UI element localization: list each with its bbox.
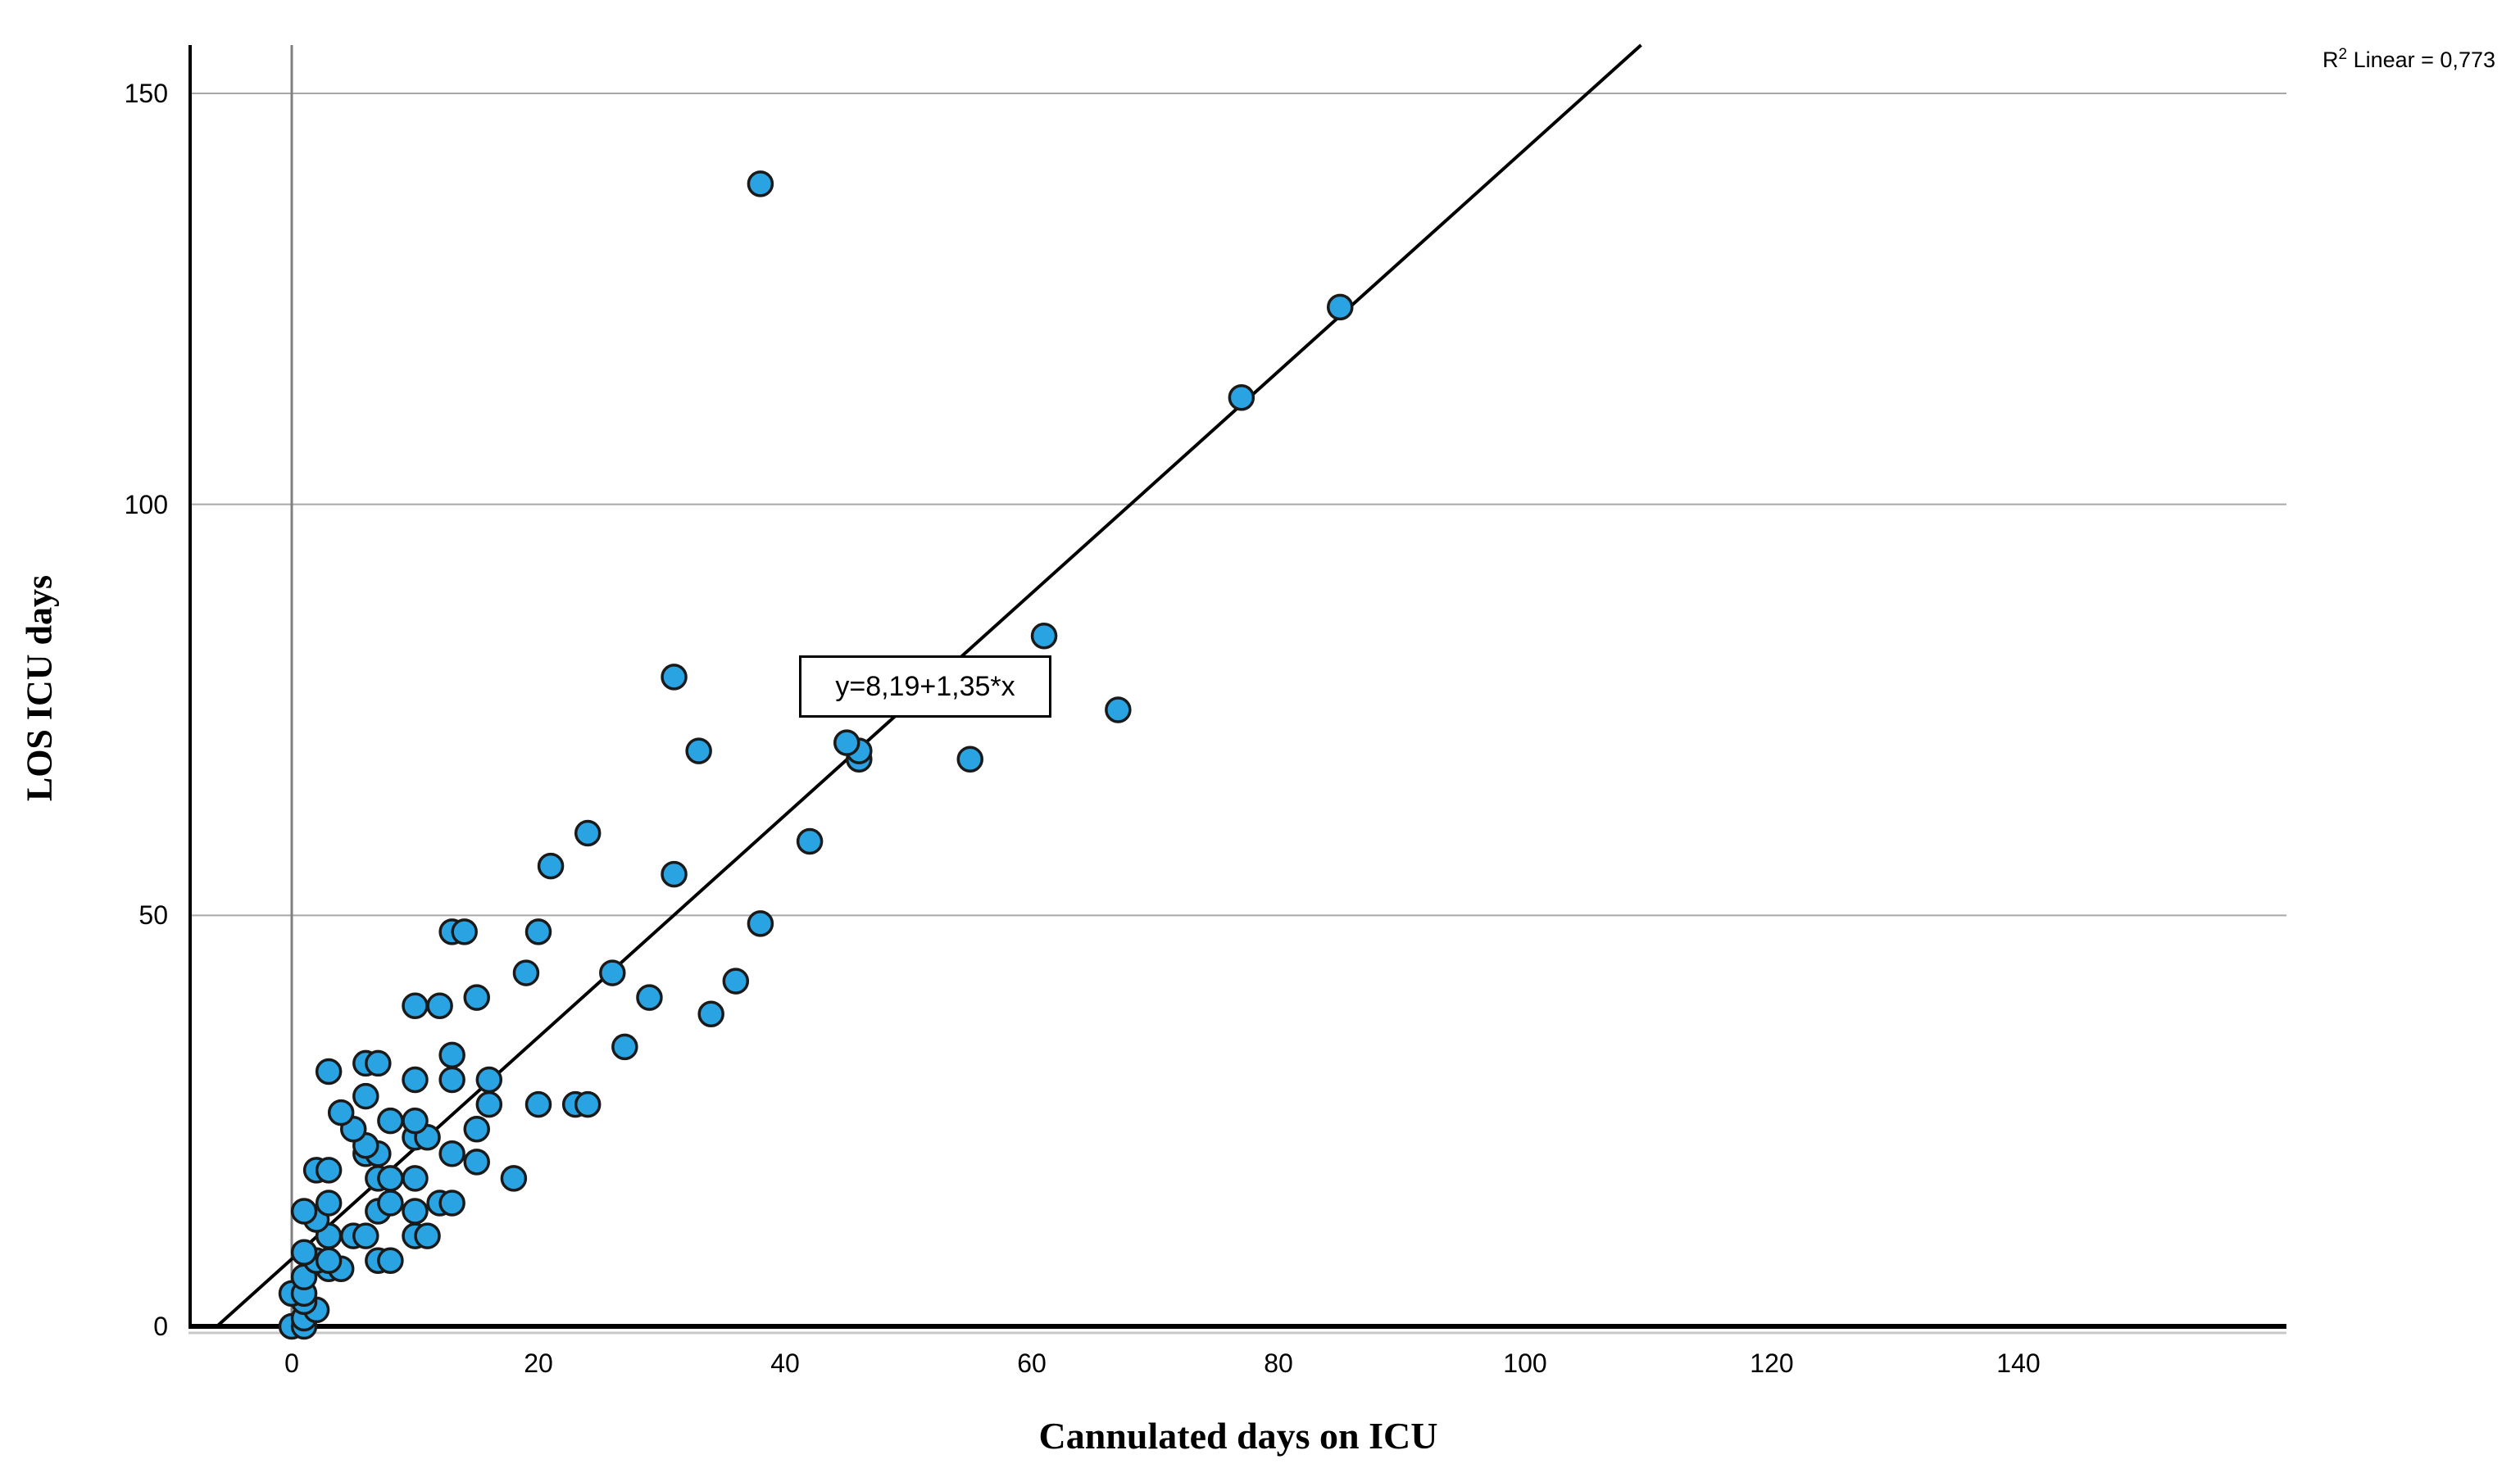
data-point (685, 737, 712, 764)
data-point (697, 1000, 724, 1027)
data-point (747, 170, 774, 197)
x-tick-label-100: 100 (1503, 1348, 1547, 1378)
data-point (1327, 293, 1354, 321)
data-point (315, 1247, 343, 1274)
data-point (402, 1198, 429, 1225)
data-point (438, 1190, 465, 1217)
y-tick-label-100: 100 (124, 489, 168, 519)
data-point (611, 1033, 638, 1061)
data-point (833, 729, 860, 756)
data-point (524, 918, 552, 945)
data-point (327, 1099, 355, 1126)
data-point (574, 819, 602, 847)
regression-equation-label: y=8,19+1,35*x (799, 655, 1051, 718)
data-point (463, 1149, 490, 1176)
data-point (352, 1222, 379, 1249)
x-tick-label-80: 80 (1264, 1348, 1293, 1378)
data-point (636, 984, 663, 1011)
y-tick-label-50: 50 (138, 900, 168, 931)
data-point (956, 746, 983, 773)
data-point (438, 1041, 465, 1069)
data-point (524, 1090, 552, 1118)
x-tick-label-20: 20 (524, 1348, 553, 1378)
data-point (315, 1190, 343, 1217)
data-point (426, 992, 453, 1019)
data-point (1030, 622, 1058, 650)
data-point (463, 1115, 490, 1143)
data-point (402, 1107, 429, 1135)
y-tick-label-0: 0 (153, 1312, 168, 1341)
data-point (352, 1082, 379, 1110)
data-point (438, 1066, 465, 1094)
data-point (315, 1058, 343, 1085)
data-point (661, 664, 688, 691)
x-axis-title: Cannulated days on ICU (1038, 1415, 1438, 1457)
r-squared-superscript: 2 (2338, 46, 2348, 63)
data-point (661, 860, 688, 888)
data-point (438, 1140, 465, 1167)
data-point (574, 1090, 602, 1118)
data-point (1105, 696, 1132, 723)
r-squared-base: R (2322, 48, 2339, 72)
data-point (599, 959, 626, 986)
regression-equation-text: y=8,19+1,35*x (835, 670, 1015, 702)
data-point (1228, 383, 1255, 411)
data-point (365, 1049, 392, 1077)
data-point (500, 1165, 528, 1192)
x-tick-label-60: 60 (1017, 1348, 1047, 1378)
data-point (512, 959, 540, 986)
data-point (377, 1165, 404, 1192)
data-point (414, 1222, 441, 1249)
data-point (451, 918, 478, 945)
data-point (315, 1157, 343, 1184)
data-point (475, 1066, 503, 1094)
y-tick-label-150: 150 (124, 79, 168, 108)
data-point (537, 852, 565, 880)
x-tick-label-40: 40 (770, 1348, 800, 1378)
data-point (747, 910, 774, 937)
x-tick-label-0: 0 (284, 1348, 299, 1378)
data-point (290, 1239, 318, 1266)
data-point (402, 992, 429, 1019)
data-point (377, 1107, 404, 1135)
data-point (463, 984, 490, 1011)
r-squared-value-text: Linear = 0,773 (2347, 48, 2495, 72)
data-point (402, 1165, 429, 1192)
data-point (290, 1198, 318, 1225)
x-tick-label-140: 140 (1996, 1348, 2041, 1378)
data-point (475, 1090, 503, 1118)
x-tick-label-120: 120 (1750, 1348, 1794, 1378)
y-axis-title: LOS ICU days (19, 574, 60, 802)
data-point (796, 827, 824, 855)
data-point (377, 1190, 404, 1217)
r-squared-label: R2 Linear = 0,773 (2322, 46, 2495, 73)
data-point (402, 1066, 429, 1094)
data-point (377, 1247, 404, 1274)
data-point (722, 968, 750, 995)
